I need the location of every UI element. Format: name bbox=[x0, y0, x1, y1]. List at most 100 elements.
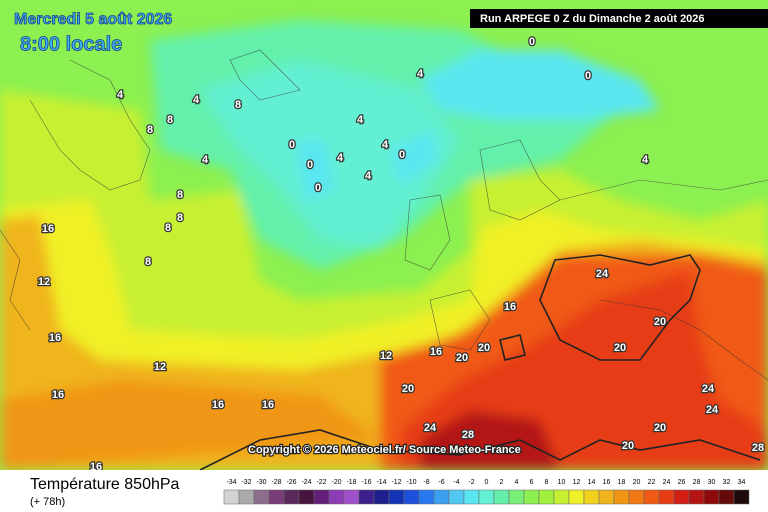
contour-label: 28 bbox=[462, 429, 474, 441]
legend-label: 10 bbox=[558, 479, 566, 486]
contour-label: 4 bbox=[337, 152, 344, 164]
legend-label: 6 bbox=[530, 479, 534, 486]
contour-label: 20 bbox=[402, 383, 414, 395]
contour-label: 0 bbox=[315, 182, 321, 194]
legend-label: 20 bbox=[633, 479, 641, 486]
contour-label: 16 bbox=[430, 346, 442, 358]
legend-label: 26 bbox=[678, 479, 686, 486]
contour-label: 8 bbox=[177, 189, 183, 201]
legend-swatch bbox=[628, 489, 645, 505]
legend-label: -2 bbox=[468, 479, 474, 486]
contour-label: 4 bbox=[193, 94, 200, 106]
legend-swatch bbox=[733, 489, 750, 505]
contour-label: 4 bbox=[117, 89, 124, 101]
legend-label: -4 bbox=[453, 479, 459, 486]
legend-swatch bbox=[568, 489, 585, 505]
legend-swatch bbox=[463, 489, 480, 505]
footer-title: Température 850hPa bbox=[30, 476, 180, 493]
contour-label: 0 bbox=[307, 159, 313, 171]
contour-label: 24 bbox=[706, 404, 719, 416]
contour-label: 12 bbox=[380, 350, 392, 362]
copyright: Copyright © 2026 Meteociel.fr/ Source Me… bbox=[248, 444, 521, 456]
legend-swatch bbox=[223, 489, 240, 505]
legend-swatch bbox=[493, 489, 510, 505]
contour-label: 0 bbox=[529, 36, 535, 48]
legend-label: 4 bbox=[515, 479, 519, 486]
legend-swatch bbox=[313, 489, 330, 505]
legend-label: 2 bbox=[500, 479, 504, 486]
legend-swatch bbox=[283, 489, 300, 505]
contour-label: 20 bbox=[622, 440, 634, 452]
contour-label: 4 bbox=[357, 114, 364, 126]
legend-swatch bbox=[673, 489, 690, 505]
legend-label: 0 bbox=[485, 479, 489, 486]
contour-label: 20 bbox=[654, 316, 666, 328]
footer-lead: (+ 78h) bbox=[30, 496, 65, 508]
legend-swatch bbox=[538, 489, 555, 505]
contour-label: 8 bbox=[147, 124, 153, 136]
contour-label: 4 bbox=[365, 170, 372, 182]
map-field bbox=[0, 0, 768, 471]
legend-swatch bbox=[268, 489, 285, 505]
legend-label: -20 bbox=[331, 479, 341, 486]
contour-label: 16 bbox=[504, 301, 516, 313]
forecast-time: 8:00 locale bbox=[20, 33, 122, 55]
legend-swatch bbox=[478, 489, 495, 505]
legend-label: -28 bbox=[271, 479, 281, 486]
contour-label: 8 bbox=[145, 256, 151, 268]
contour-label: 8 bbox=[235, 99, 241, 111]
legend-label: -6 bbox=[438, 479, 444, 486]
legend-label: 16 bbox=[603, 479, 611, 486]
contour-label: 0 bbox=[585, 70, 591, 82]
legend-label: 24 bbox=[663, 479, 671, 486]
legend-label: -30 bbox=[256, 479, 266, 486]
run-box bbox=[470, 9, 768, 28]
contour-label: 20 bbox=[654, 422, 666, 434]
contour-label: 20 bbox=[456, 352, 468, 364]
contour-label: 4 bbox=[417, 68, 424, 80]
legend-swatch bbox=[598, 489, 615, 505]
contour-label: 20 bbox=[478, 342, 490, 354]
contour-label: 12 bbox=[154, 361, 166, 373]
legend-swatch bbox=[688, 489, 705, 505]
legend-label: -34 bbox=[226, 479, 236, 486]
legend-label: -14 bbox=[376, 479, 386, 486]
legend-label: -18 bbox=[346, 479, 356, 486]
legend-label: 18 bbox=[618, 479, 626, 486]
legend-label: 22 bbox=[648, 479, 656, 486]
legend-swatch bbox=[508, 489, 525, 505]
contour-label: 16 bbox=[212, 399, 224, 411]
legend-swatch bbox=[703, 489, 720, 505]
legend-swatch bbox=[658, 489, 675, 505]
contour-label: 16 bbox=[262, 399, 274, 411]
legend-label: -12 bbox=[391, 479, 401, 486]
contour-label: 4 bbox=[202, 154, 209, 166]
legend-swatch bbox=[523, 489, 540, 505]
legend-label: -16 bbox=[361, 479, 371, 486]
legend-swatch bbox=[418, 489, 435, 505]
legend-swatch bbox=[718, 489, 735, 505]
legend-label: 34 bbox=[738, 479, 746, 486]
contour-label: 24 bbox=[702, 383, 715, 395]
contour-label: 12 bbox=[38, 276, 50, 288]
legend-swatch bbox=[358, 489, 375, 505]
run-info: Run ARPEGE 0 Z du Dimanche 2 août 2026 bbox=[480, 13, 705, 25]
legend-swatch bbox=[553, 489, 570, 505]
contour-label: 16 bbox=[49, 332, 61, 344]
legend-swatch bbox=[373, 489, 390, 505]
contour-label: 28 bbox=[752, 442, 764, 454]
contour-label: 24 bbox=[424, 422, 437, 434]
contour-label: 24 bbox=[596, 268, 609, 280]
legend-label: -8 bbox=[423, 479, 429, 486]
contour-label: 0 bbox=[289, 139, 295, 151]
contour-label: 8 bbox=[167, 114, 173, 126]
contour-label: 20 bbox=[614, 342, 626, 354]
legend-label: 14 bbox=[588, 479, 596, 486]
legend-swatch bbox=[643, 489, 660, 505]
legend-swatch bbox=[328, 489, 345, 505]
contour-label: 4 bbox=[642, 154, 649, 166]
contour-label: 8 bbox=[177, 212, 183, 224]
legend-label: -22 bbox=[316, 479, 326, 486]
forecast-date: Mercredi 5 août 2026 bbox=[14, 11, 172, 28]
